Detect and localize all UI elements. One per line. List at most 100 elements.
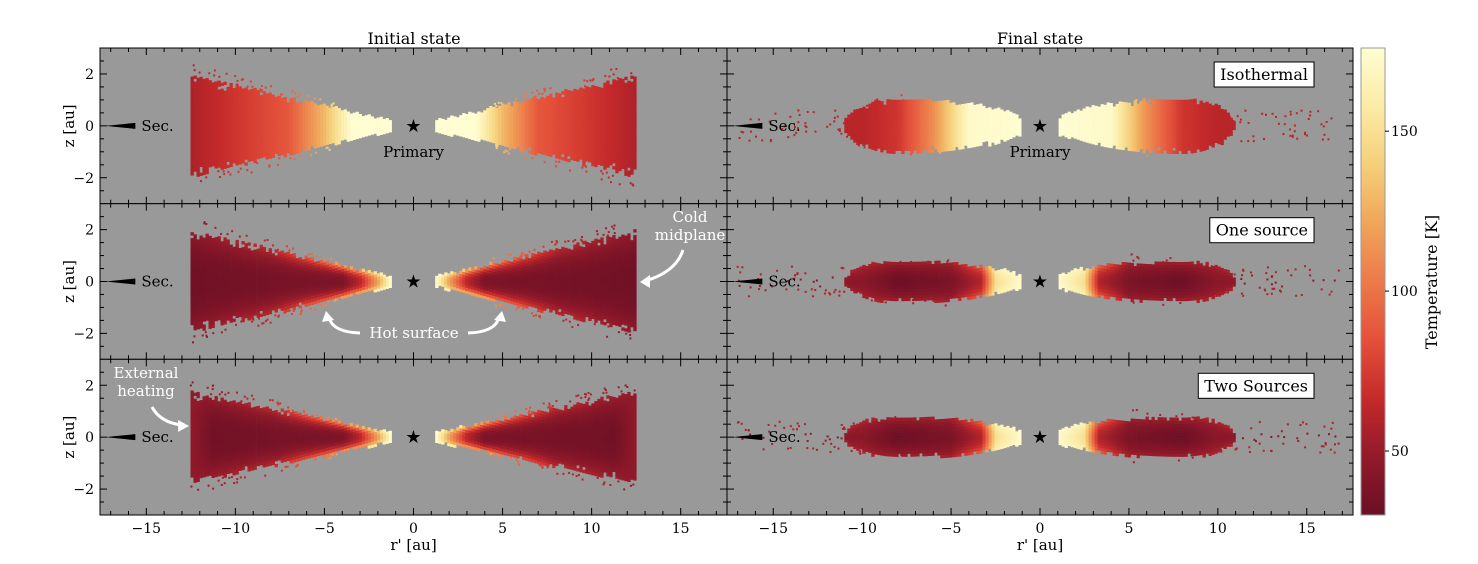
particle [208,149,212,153]
particle [388,284,392,288]
particle [507,132,511,136]
particle [1127,123,1131,127]
particle [883,110,887,114]
particle [268,155,272,159]
particle [1178,132,1182,136]
particle [859,117,863,121]
particle [919,132,923,136]
particle [564,104,568,108]
particle [331,274,335,278]
particle [591,124,595,128]
particle [579,93,583,97]
particle [340,283,344,288]
particle [928,122,932,126]
particle [1154,144,1158,148]
particle [1000,130,1004,134]
particle [343,277,347,281]
particle [853,133,857,137]
particle [340,122,344,126]
particle [202,78,206,83]
particle [952,111,956,115]
particle [199,100,203,105]
particle [585,119,589,123]
particle [928,137,932,141]
particle [931,101,935,105]
particle-outlier [1252,135,1255,138]
particle [567,123,571,127]
particle [913,126,917,130]
particle [1124,129,1128,133]
particle [343,286,347,290]
particle [325,297,329,301]
particle [561,157,565,161]
particle [588,135,592,139]
particle [1202,120,1206,124]
particle [289,128,293,132]
particle [328,296,332,300]
particle [259,101,263,105]
particle [441,121,445,126]
particle [1226,127,1230,131]
particle [964,121,968,125]
particle [235,90,239,94]
particle [364,118,368,122]
particle [931,131,935,135]
particle [949,141,953,145]
particle [576,98,580,102]
particle [1121,140,1125,145]
particle [1160,132,1164,136]
particle [208,113,212,117]
particle [241,115,245,119]
particle [1205,104,1209,108]
particle-outlier [280,93,283,96]
particle [480,127,484,131]
particle [1151,107,1155,112]
particle [289,265,293,270]
particle [907,117,911,121]
particle [889,147,893,151]
particle [603,91,607,95]
particle [325,129,329,133]
particle [1136,103,1140,107]
particle [597,92,601,97]
particle [382,283,386,287]
particle [1115,119,1119,123]
particle [1184,138,1188,142]
particle [208,161,212,165]
particle [301,259,305,263]
particle [483,116,487,120]
particle [295,129,299,133]
particle [310,125,314,129]
particle [558,135,562,139]
particle [1124,132,1128,136]
particle [295,276,299,280]
particle [889,138,893,142]
particle [1187,138,1191,142]
particle [1085,121,1089,125]
particle [250,106,254,111]
particle [597,134,601,139]
particle [295,144,299,148]
particle [316,273,320,277]
particle [289,146,293,150]
particle [624,172,628,176]
particle [1106,114,1110,118]
particle [286,144,290,148]
particle [907,132,911,136]
particle [226,116,230,121]
particle [985,138,989,142]
particle [1109,118,1113,122]
particle [364,285,368,290]
particle [988,119,992,123]
particle [217,89,221,93]
particle [874,132,878,136]
particle [262,139,266,143]
particle [1154,117,1158,121]
particle [1193,104,1197,108]
particle [976,140,980,144]
particle [1163,102,1167,106]
particle [301,268,305,272]
particle-outlier [1295,112,1298,115]
particle [211,142,215,146]
particle [627,131,631,135]
